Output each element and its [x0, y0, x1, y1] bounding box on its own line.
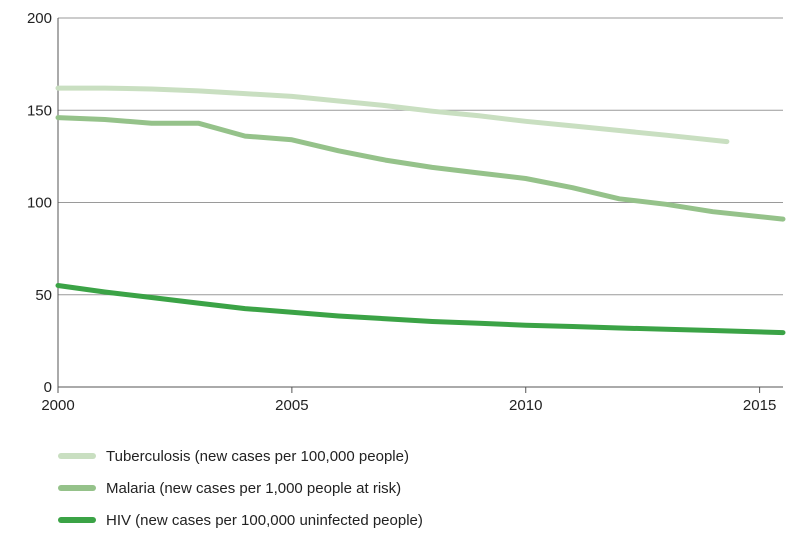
y-tick-label-150: 150	[27, 102, 52, 119]
gridlines	[58, 17, 783, 296]
x-tick-label-2000: 2000	[41, 397, 74, 414]
y-tick-label-0: 0	[44, 379, 52, 396]
legend-label-hiv: HIV (new cases per 100,000 uninfected pe…	[106, 511, 423, 529]
legend-item-malaria: Malaria (new cases per 1,000 people at r…	[58, 472, 423, 504]
legend-item-hiv: HIV (new cases per 100,000 uninfected pe…	[58, 504, 423, 536]
legend: Tuberculosis (new cases per 100,000 peop…	[58, 440, 423, 536]
legend-swatch-tuberculosis	[58, 453, 96, 459]
series-line-tuberculosis	[55, 85, 730, 145]
legend-label-tuberculosis: Tuberculosis (new cases per 100,000 peop…	[106, 447, 409, 465]
axes	[57, 18, 783, 393]
legend-swatch-hiv	[58, 517, 96, 523]
x-tick-label-2015: 2015	[743, 397, 776, 414]
series-lines	[55, 85, 786, 336]
x-tick-label-2010: 2010	[509, 397, 542, 414]
legend-item-tuberculosis: Tuberculosis (new cases per 100,000 peop…	[58, 440, 423, 472]
y-tick-label-200: 200	[27, 10, 52, 27]
y-tick-label-50: 50	[35, 287, 52, 304]
legend-swatch-malaria	[58, 485, 96, 491]
x-tick-label-2005: 2005	[275, 397, 308, 414]
series-line-hiv	[55, 283, 786, 336]
legend-label-malaria: Malaria (new cases per 1,000 people at r…	[106, 479, 402, 497]
y-tick-label-100: 100	[27, 195, 52, 212]
series-line-malaria	[55, 115, 786, 222]
tick-labels: 0 50 100 150 200 2000 2005 2010 2015	[27, 10, 776, 414]
line-chart: 0 50 100 150 200 2000 2005 2010 2015	[27, 10, 786, 414]
